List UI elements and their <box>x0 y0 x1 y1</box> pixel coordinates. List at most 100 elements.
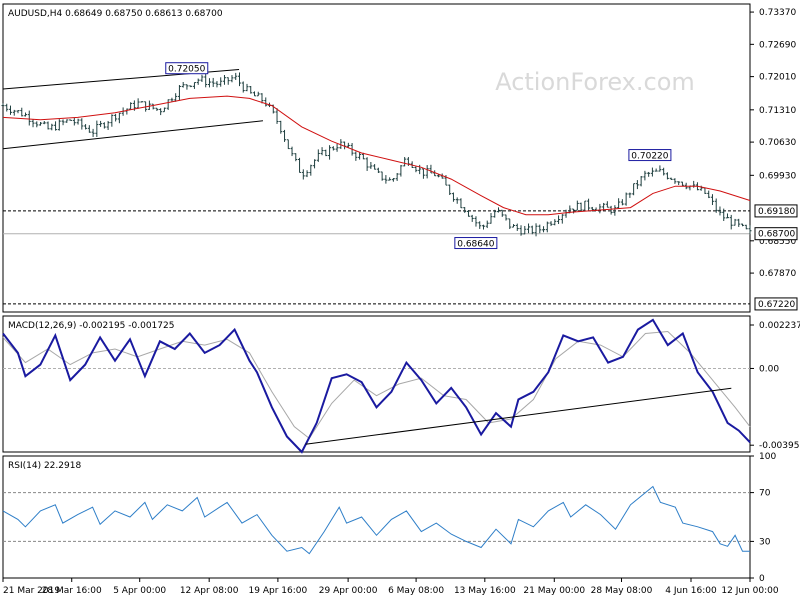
price-bar <box>725 213 729 219</box>
price-bar <box>147 100 151 110</box>
price-bar <box>579 202 583 212</box>
price-bar <box>185 84 189 90</box>
moving-average-line <box>2 95 751 216</box>
price-bar <box>380 171 384 181</box>
price-bar <box>440 173 444 179</box>
x-tick-label: 12 Jun 00:00 <box>721 586 778 596</box>
price-bar <box>572 208 576 214</box>
price-bar <box>665 172 669 180</box>
price-bar <box>662 167 666 176</box>
price-bar <box>42 120 46 125</box>
price-bar <box>714 198 718 213</box>
price-bar <box>598 203 602 214</box>
price-bar <box>376 167 380 174</box>
price-bar <box>500 209 504 217</box>
rsi-frame <box>2 455 751 579</box>
price-bar <box>72 117 76 126</box>
price-bar <box>174 93 178 102</box>
price-bar <box>177 85 181 101</box>
price-bar <box>553 219 557 226</box>
price-bar <box>635 180 639 190</box>
price-bar <box>279 120 283 134</box>
price-bar <box>549 221 553 226</box>
price-bar <box>474 216 478 227</box>
price-bar <box>459 198 463 209</box>
price-bar <box>455 197 459 204</box>
price-bar <box>560 214 564 224</box>
price-bar <box>624 192 628 206</box>
price-bar <box>478 221 482 229</box>
price-bar <box>515 223 519 231</box>
price-panel: ActionForex.com 0.72050 0.70220 0.68640 AUDU… <box>1 3 798 313</box>
x-tick-label: 28 May 08:00 <box>591 586 653 596</box>
price-bar <box>125 108 129 115</box>
price-bar <box>215 81 219 88</box>
price-bar <box>429 164 433 174</box>
macd-ytick-label: 0.00 <box>759 364 779 374</box>
price-bar <box>481 224 485 230</box>
watermark: ActionForex.com <box>495 68 695 96</box>
price-bar <box>485 220 489 229</box>
price-bar <box>54 121 58 131</box>
price-bar <box>647 171 651 177</box>
price-bar <box>162 107 166 113</box>
price-bar <box>99 120 103 127</box>
price-bar <box>106 120 110 130</box>
x-tick-label: 5 Apr 00:00 <box>113 586 166 596</box>
price-bar <box>508 218 512 230</box>
price-bar <box>373 164 377 170</box>
price-bar <box>523 225 527 235</box>
price-bar <box>31 119 35 128</box>
price-bar <box>414 166 418 173</box>
price-bar <box>226 77 230 85</box>
price-bar <box>512 224 516 228</box>
price-bar <box>493 209 497 218</box>
price-bar <box>95 120 99 137</box>
price-bar <box>583 200 587 211</box>
price-bar <box>1 103 5 107</box>
price-bar <box>283 129 287 142</box>
macd-header: MACD(12,26,9) -0.002195 -0.001725 <box>8 321 174 331</box>
price-bar <box>245 83 249 92</box>
price-bar <box>654 168 658 172</box>
price-bar <box>692 180 696 188</box>
price-bar <box>80 118 84 130</box>
price-annotation-label: 0.68640 <box>457 240 494 250</box>
x-tick-label: 4 Jun 16:00 <box>665 586 717 596</box>
price-bar <box>331 146 335 151</box>
price-bar <box>365 157 369 171</box>
price-marker-tag: 0.67220 <box>754 297 798 311</box>
price-bar <box>463 207 467 213</box>
x-tick-label: 21 May 00:00 <box>523 586 585 596</box>
price-annotation-label: 0.70220 <box>631 152 668 162</box>
price-bar <box>650 167 654 177</box>
price-marker-tag-label: 0.67220 <box>758 300 795 310</box>
price-bar <box>241 81 245 93</box>
price-ytick-label: 0.70630 <box>759 138 796 148</box>
price-bar <box>313 159 317 169</box>
price-annotation: 0.70220 <box>628 149 672 162</box>
price-marker-tag-box <box>754 227 798 241</box>
price-bar <box>9 105 13 115</box>
price-ytick-label: 0.72690 <box>759 40 796 50</box>
price-bar <box>673 178 677 184</box>
price-bar <box>643 170 647 181</box>
price-bar <box>151 103 155 110</box>
price-bar <box>470 214 474 222</box>
price-bar <box>222 74 226 85</box>
price-bar <box>421 168 425 179</box>
price-marker-tag: 0.69180 <box>754 204 798 218</box>
price-bar <box>249 85 253 94</box>
price-bar <box>339 139 343 149</box>
price-bar <box>527 223 531 234</box>
price-marker-tag-label: 0.68700 <box>758 230 795 240</box>
price-bar <box>632 183 636 196</box>
price-bar <box>35 121 39 128</box>
price-annotation: 0.72050 <box>165 62 209 75</box>
price-bar <box>170 97 174 102</box>
macd-signal-line <box>2 330 751 440</box>
x-tick-label: 6 May 08:00 <box>388 586 444 596</box>
price-bar <box>451 192 455 202</box>
price-bar <box>264 97 268 107</box>
